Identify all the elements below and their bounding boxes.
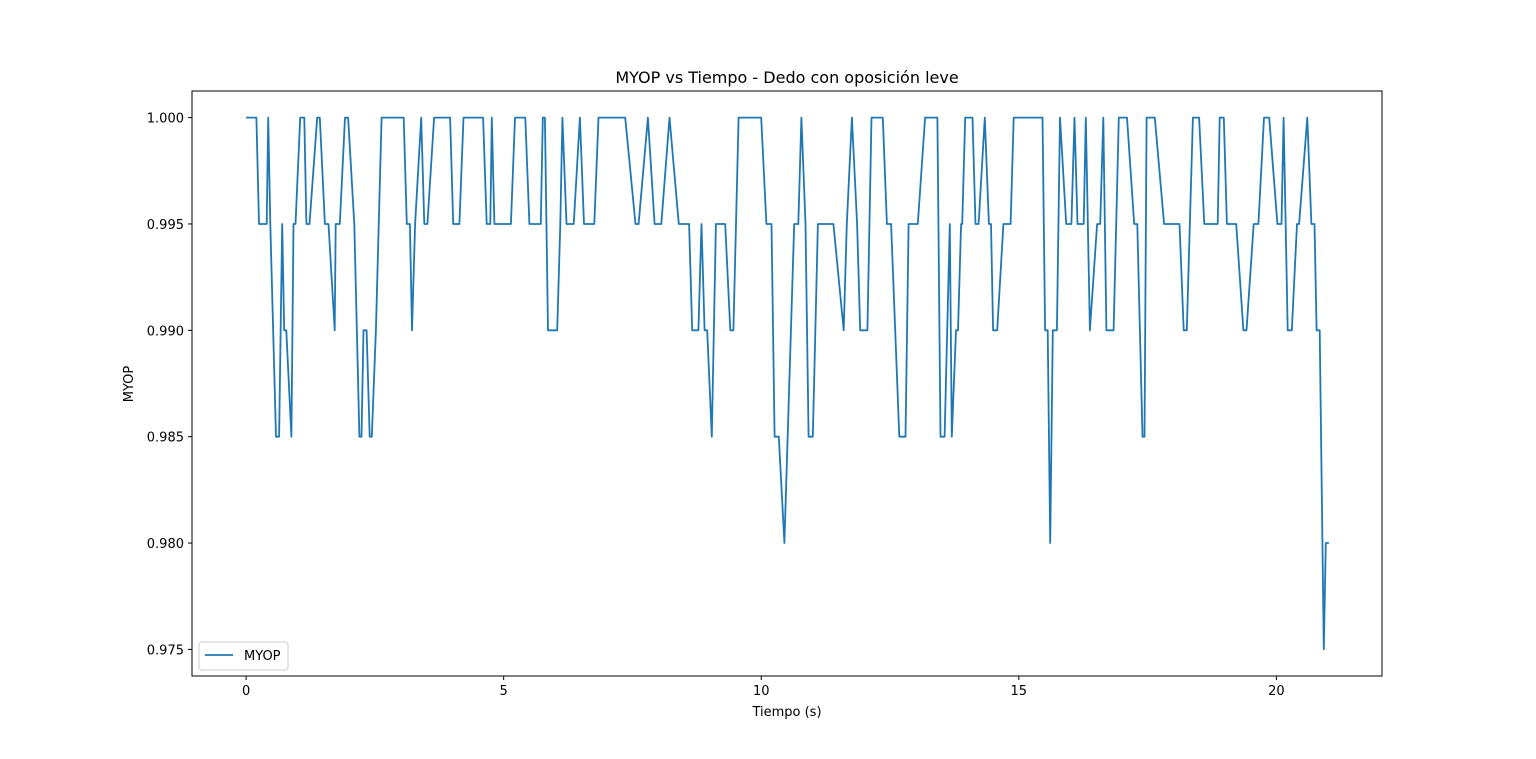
x-tick-label: 5: [500, 684, 508, 699]
y-tick-label: 0.990: [147, 324, 184, 339]
series-line-myop: [246, 116, 1329, 651]
legend: MYOP: [198, 641, 289, 671]
y-axis: 0.975 0.980 0.985 0.990 0.995 1.000: [147, 112, 192, 658]
y-tick-label: 0.975: [147, 643, 184, 658]
series-layer: [246, 116, 1329, 651]
plot-area: [191, 90, 1383, 677]
y-tick-label: 0.995: [147, 218, 184, 233]
legend-box: [198, 641, 289, 671]
legend-label-myop: MYOP: [244, 649, 281, 664]
x-tick-label: 20: [1268, 684, 1285, 699]
chart-title: MYOP vs Tiempo - Dedo con oposición leve: [615, 68, 958, 87]
y-tick-label: 0.985: [147, 431, 184, 446]
y-axis-label: MYOP: [122, 366, 137, 403]
x-axis: 0 5 10 15 20: [242, 676, 1285, 699]
x-axis-label: Tiempo (s): [751, 705, 821, 720]
axes-frame: [191, 90, 1383, 677]
y-tick-label: 0.980: [147, 537, 184, 552]
y-tick-label: 1.000: [147, 112, 184, 127]
x-tick-label: 15: [1011, 684, 1028, 699]
x-tick-label: 10: [753, 684, 770, 699]
x-tick-label: 0: [242, 684, 250, 699]
